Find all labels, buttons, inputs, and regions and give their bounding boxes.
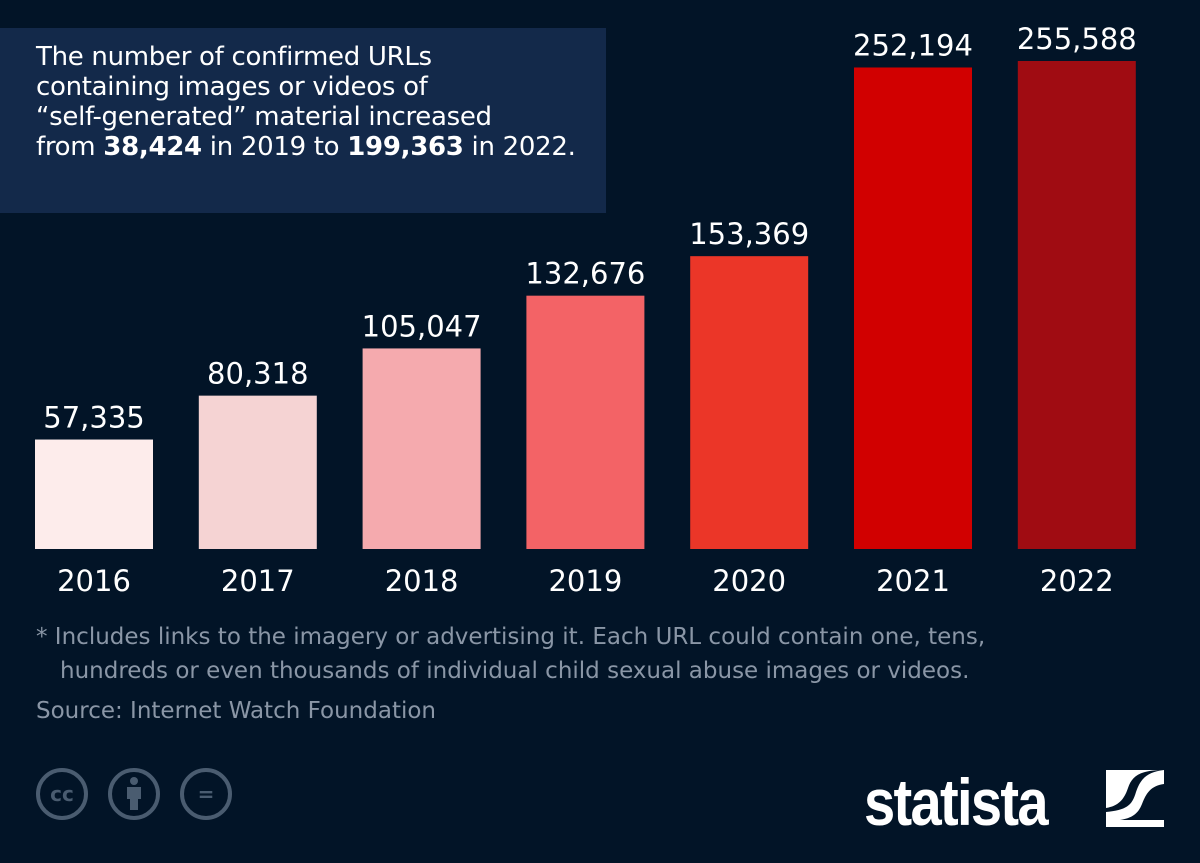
data-label: 132,676 xyxy=(525,257,645,291)
callout-line: “self-generated” material increased xyxy=(36,102,492,132)
equals-icon-text: = xyxy=(197,782,215,806)
data-label: 153,369 xyxy=(689,217,809,251)
x-tick-label: 2021 xyxy=(876,564,950,598)
attribution-icon[interactable] xyxy=(108,768,160,820)
callout-box: The number of confirmed URLs containing … xyxy=(0,28,606,213)
x-tick-label: 2016 xyxy=(57,564,131,598)
callout-value-2022: 199,363 xyxy=(347,132,464,162)
bar-2017 xyxy=(198,395,317,549)
bar-2016 xyxy=(35,439,153,549)
data-label: 252,194 xyxy=(853,28,973,62)
callout-text: in 2019 to xyxy=(201,132,348,162)
x-tick-label: 2018 xyxy=(385,564,459,598)
source: Source: Internet Watch Foundation xyxy=(36,698,436,724)
x-tick-label: 2019 xyxy=(548,564,622,598)
x-tick-label: 2017 xyxy=(221,564,295,598)
callout-line: The number of confirmed URLs xyxy=(36,42,432,72)
footnote-line: hundreds or even thousands of individual… xyxy=(60,658,970,684)
footnote-line: * Includes links to the imagery or adver… xyxy=(36,624,986,650)
data-label: 57,335 xyxy=(43,401,144,435)
bar-2022 xyxy=(1017,61,1136,549)
x-tick-label: 2020 xyxy=(712,564,786,598)
cc-icon[interactable]: cc xyxy=(36,768,88,820)
callout-line: from 38,424 in 2019 to 199,363 in 2022. xyxy=(36,132,606,162)
footnote: * Includes links to the imagery or adver… xyxy=(36,620,1186,688)
callout-line: containing images or videos of xyxy=(36,72,428,102)
data-label: 255,588 xyxy=(1017,22,1137,56)
bar-chart: 57,335 2016 80,318 2017 105,047 2018 132,676 20… xyxy=(35,22,1137,598)
statista-logo[interactable]: statista xyxy=(864,765,1049,839)
bar-2020 xyxy=(690,256,809,549)
person-icon xyxy=(127,777,141,810)
callout-text: in 2022. xyxy=(463,132,576,162)
data-label: 105,047 xyxy=(362,309,482,343)
callout-value-2019: 38,424 xyxy=(103,132,202,162)
callout-text: from xyxy=(36,132,104,162)
bar-2018 xyxy=(362,348,481,549)
cc-icon-text: cc xyxy=(50,782,74,806)
data-label: 80,318 xyxy=(207,357,308,391)
bar-2021 xyxy=(854,67,972,550)
statista-logo-icon xyxy=(1106,770,1164,827)
bar-2019 xyxy=(526,295,645,549)
no-derivatives-icon[interactable]: = xyxy=(180,768,232,820)
x-tick-label: 2022 xyxy=(1040,564,1114,598)
